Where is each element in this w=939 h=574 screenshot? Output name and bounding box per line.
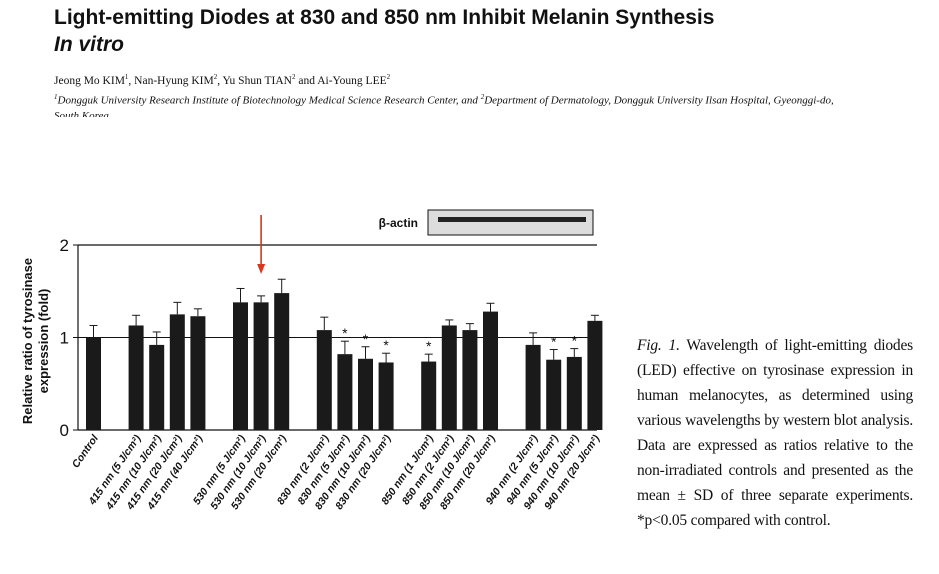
- bar: [274, 293, 290, 430]
- title-line-2: In vitro: [54, 33, 125, 56]
- blot-image: [427, 209, 594, 236]
- bar: [337, 354, 353, 430]
- author-name: Yu Shun TIAN: [222, 74, 292, 87]
- y-axis-label-line-1: Relative ratio of tyrosinase: [20, 258, 35, 424]
- significance-marker: *: [383, 337, 389, 353]
- significance-marker: *: [426, 338, 432, 354]
- blot-label: β-actin: [379, 216, 418, 230]
- figure-caption: Fig. 1. Wavelength of light-emitting dio…: [637, 333, 913, 533]
- author-list: Jeong Mo KIM1, Nan-Hyung KIM2, Yu Shun T…: [54, 73, 391, 87]
- bar: [462, 330, 478, 430]
- bar: [149, 344, 165, 430]
- blot-band: [438, 217, 586, 222]
- annotation-arrow-head: [257, 264, 266, 274]
- author-name: Jeong Mo KIM: [54, 74, 125, 87]
- western-blot-strip: β-actin: [379, 209, 594, 236]
- paper-title: Light-emitting Diodes at 830 and 850 nm …: [54, 4, 714, 58]
- bar: [169, 314, 185, 430]
- figure-label: Fig. 1.: [637, 337, 680, 354]
- author-name: Ai-Young LEE: [317, 74, 387, 87]
- significance-marker: *: [342, 325, 348, 341]
- affiliation-marker-2: 2: [480, 93, 485, 101]
- bar: [253, 302, 269, 430]
- bar: [441, 325, 457, 430]
- affiliation-marker-1: 1: [54, 93, 58, 101]
- y-tick-label: 0: [60, 421, 69, 440]
- chart-bars: * * * * * *: [86, 215, 603, 430]
- significance-marker: *: [363, 331, 369, 347]
- author-affiliation-marker: 2: [291, 73, 296, 81]
- affiliation-text-2: Department of Dermatology, Dongguk Unive…: [54, 94, 834, 117]
- y-tick-label: 2: [60, 236, 69, 255]
- bar: [546, 359, 562, 430]
- bar: [566, 356, 582, 430]
- affiliations: 1Dongguk University Research Institute o…: [54, 90, 834, 117]
- bar: [316, 330, 332, 430]
- affiliation-text-1: Dongguk University Research Institute of…: [57, 94, 481, 107]
- author-affiliation-marker: 2: [213, 73, 218, 81]
- bar: [86, 337, 101, 430]
- significance-marker: *: [551, 334, 557, 350]
- bar: [525, 344, 541, 430]
- bar: [378, 362, 394, 430]
- author-affiliation-marker: 2: [386, 73, 391, 81]
- x-tick-label: Control: [70, 432, 102, 470]
- y-tick-label: 1: [60, 329, 69, 348]
- significance-marker: *: [572, 333, 578, 349]
- caption-text: Wavelength of light-emitting diodes (LED…: [637, 337, 913, 529]
- bar: [233, 302, 248, 430]
- author-affiliation-marker: 1: [124, 73, 129, 81]
- bar: [358, 358, 373, 430]
- author-name: Nan-Hyung KIM: [134, 74, 214, 87]
- title-line-1: Light-emitting Diodes at 830 and 850 nm …: [54, 6, 715, 29]
- bar: [587, 320, 603, 430]
- y-axis-label-line-2: expression (fold): [36, 289, 51, 394]
- bar: [190, 316, 206, 430]
- bar: [421, 361, 437, 430]
- bar: [128, 325, 144, 430]
- bar: [483, 311, 498, 430]
